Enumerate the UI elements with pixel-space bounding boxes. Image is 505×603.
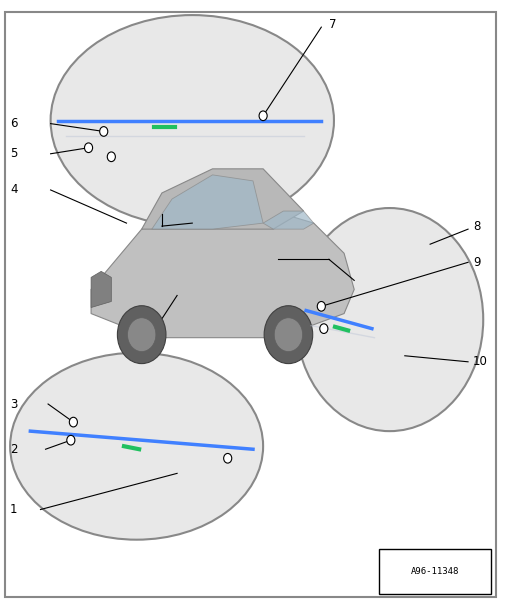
Ellipse shape [10,353,263,540]
Text: 1: 1 [10,503,18,516]
Text: A96-11348: A96-11348 [410,567,459,576]
Text: 3: 3 [10,397,18,411]
Circle shape [319,324,327,333]
Circle shape [67,435,75,445]
Text: 2: 2 [10,443,18,456]
Polygon shape [263,211,313,229]
Polygon shape [152,175,263,229]
Ellipse shape [295,208,482,431]
FancyBboxPatch shape [379,549,490,594]
Text: 7: 7 [328,17,336,31]
Text: 8: 8 [472,219,480,233]
Polygon shape [91,205,354,338]
Polygon shape [141,169,303,229]
Circle shape [84,143,92,153]
Circle shape [127,318,156,352]
Text: 6: 6 [10,117,18,130]
Text: 10: 10 [472,355,487,368]
Circle shape [69,417,77,427]
Circle shape [223,453,231,463]
Circle shape [117,306,166,364]
Text: 9: 9 [472,256,480,269]
Ellipse shape [50,15,333,226]
Circle shape [107,152,115,162]
Circle shape [317,302,325,311]
Circle shape [259,111,267,121]
Circle shape [99,127,108,136]
Circle shape [264,306,312,364]
Text: 5: 5 [10,147,18,160]
Circle shape [274,318,302,352]
Polygon shape [91,271,111,308]
Text: 4: 4 [10,183,18,197]
